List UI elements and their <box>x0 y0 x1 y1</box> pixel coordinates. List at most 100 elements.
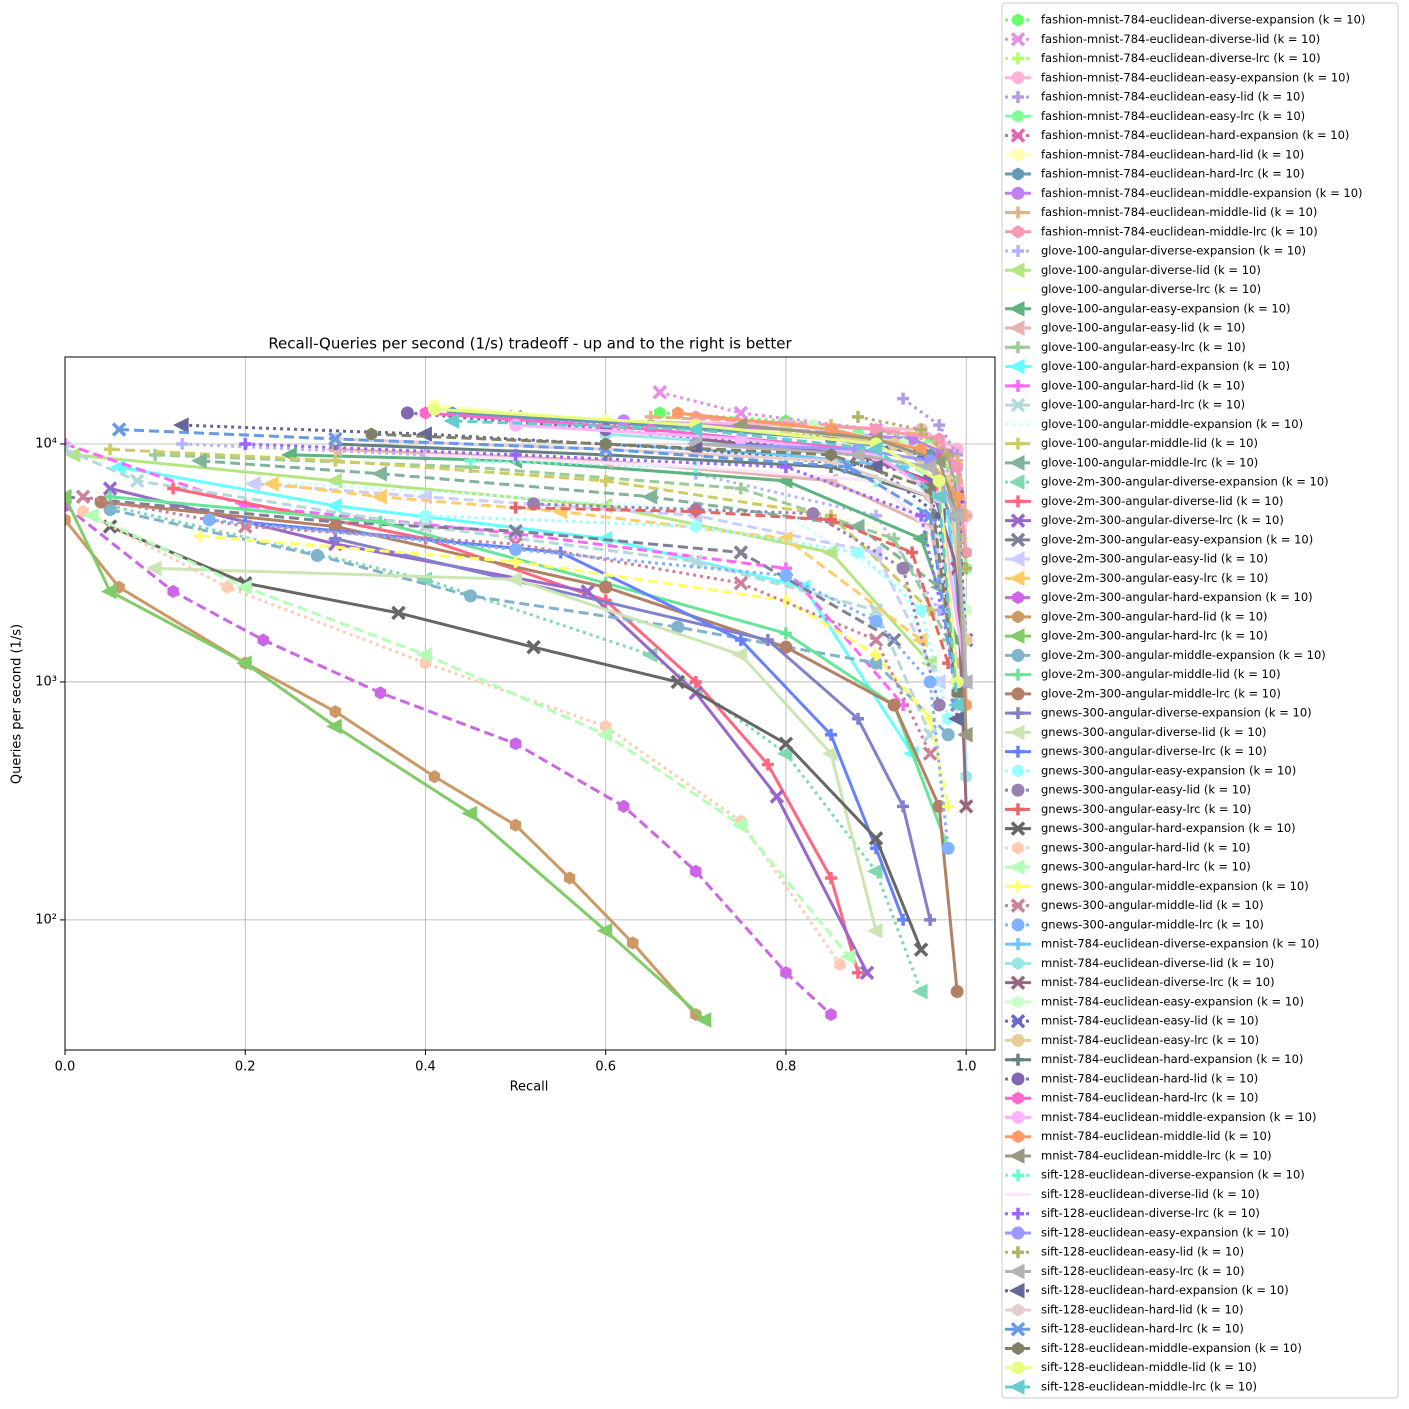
data-point <box>173 417 189 433</box>
legend-marker <box>1012 13 1024 27</box>
data-point <box>326 497 342 514</box>
legend-item: glove-100-angular-hard-expansion (k = 10… <box>1005 358 1290 375</box>
legend-label: sift-128-euclidean-easy-expansion (k = 1… <box>1041 1225 1289 1239</box>
data-point <box>695 1012 712 1028</box>
data-point <box>109 459 126 475</box>
data-point <box>176 437 189 450</box>
legend-marker <box>1011 148 1025 162</box>
legend-label: mnist-784-euclidean-hard-expansion (k = … <box>1041 1052 1303 1066</box>
legend-marker <box>1008 320 1025 336</box>
legend-item: mnist-784-euclidean-diverse-expansion (k… <box>1005 937 1319 951</box>
legend-label: gnews-300-angular-middle-expansion (k = … <box>1041 879 1309 893</box>
legend-label: sift-128-euclidean-hard-lid (k = 10) <box>1041 1302 1244 1316</box>
legend-label: glove-100-angular-diverse-expansion (k =… <box>1041 244 1306 258</box>
legend-item: glove-2m-300-angular-diverse-expansion (… <box>1005 474 1329 490</box>
legend-label: fashion-mnist-784-euclidean-middle-expan… <box>1041 186 1363 200</box>
data-point <box>923 675 937 689</box>
data-point <box>824 513 837 526</box>
legend-label: fashion-mnist-784-euclidean-diverse-lid … <box>1041 32 1320 46</box>
legend-item: fashion-mnist-784-euclidean-diverse-lrc … <box>1005 51 1321 65</box>
x-tick-label: 0.0 <box>55 1060 76 1075</box>
series-line <box>245 520 905 921</box>
data-point <box>958 799 974 814</box>
legend-marker <box>1012 91 1024 104</box>
data-point <box>868 603 884 618</box>
legend-marker <box>1012 745 1024 758</box>
legend-marker <box>1008 1263 1025 1280</box>
data-point <box>419 509 432 523</box>
legend-marker <box>1012 1169 1024 1182</box>
legend-label: gnews-300-angular-middle-lid (k = 10) <box>1041 898 1264 912</box>
legend-marker <box>1012 938 1024 951</box>
data-point <box>866 441 883 458</box>
data-point <box>329 454 342 467</box>
data-point <box>690 519 702 534</box>
legend-marker <box>1008 1282 1025 1299</box>
legend-label: glove-100-angular-middle-lid (k = 10) <box>1041 436 1258 450</box>
legend-marker <box>1008 262 1025 279</box>
legend-label: fashion-mnist-784-euclidean-easy-expansi… <box>1041 70 1350 84</box>
data-point <box>167 482 180 495</box>
series-line <box>91 514 851 958</box>
legend-item: mnist-784-euclidean-hard-lrc (k = 10) <box>1005 1091 1259 1105</box>
data-point <box>245 476 261 492</box>
legend-label: gnews-300-angular-diverse-lid (k = 10) <box>1041 725 1267 739</box>
legend-item: mnist-784-euclidean-easy-lid (k = 10) <box>1005 1014 1259 1029</box>
series-line <box>902 397 968 516</box>
data-point <box>866 863 883 880</box>
data-point <box>644 410 657 423</box>
legend-marker <box>1010 513 1026 528</box>
legend-item: gnews-300-angular-easy-expansion (k = 10… <box>1005 763 1296 778</box>
legend-marker <box>1011 1361 1025 1375</box>
data-point <box>689 505 702 518</box>
data-point <box>734 482 747 495</box>
legend-item: fashion-mnist-784-euclidean-middle-lid (… <box>1005 205 1317 219</box>
data-point <box>825 1008 837 1022</box>
data-point <box>506 571 523 588</box>
data-point <box>508 523 523 539</box>
data-point <box>100 583 117 600</box>
legend-item: gnews-300-angular-hard-lrc (k = 10) <box>1005 859 1251 875</box>
legend-marker <box>1012 995 1024 1009</box>
legend-label: mnist-784-euclidean-middle-lid (k = 10) <box>1041 1129 1271 1143</box>
legend-marker <box>1008 724 1025 741</box>
data-point <box>778 736 794 751</box>
data-point <box>65 488 72 505</box>
legend-item: sift-128-euclidean-hard-expansion (k = 1… <box>1005 1282 1289 1299</box>
legend-item: glove-100-angular-hard-lid (k = 10) <box>1005 378 1245 392</box>
legend-label: glove-2m-300-angular-easy-lrc (k = 10) <box>1041 571 1268 585</box>
data-point <box>776 745 793 762</box>
legend-marker <box>1012 495 1024 508</box>
legend-marker <box>1012 880 1024 893</box>
series-line <box>109 525 923 951</box>
data-point <box>870 648 883 661</box>
legend-item: gnews-300-angular-easy-lrc (k = 10) <box>1005 802 1251 816</box>
legend: fashion-mnist-784-euclidean-diverse-expa… <box>1001 2 1399 1399</box>
data-point <box>731 817 748 834</box>
data-point <box>780 966 792 980</box>
legend-label: gnews-300-angular-easy-expansion (k = 10… <box>1041 763 1296 777</box>
legend-label: glove-100-angular-middle-lrc (k = 10) <box>1041 455 1258 469</box>
legend-marker <box>1012 379 1024 392</box>
legend-marker <box>1012 956 1024 970</box>
data-point <box>428 770 441 784</box>
data-point <box>951 460 963 474</box>
x-axis-label: Recall <box>510 1080 549 1095</box>
data-point <box>328 431 343 447</box>
legend-item: mnist-784-euclidean-easy-expansion (k = … <box>1005 994 1304 1009</box>
series-line <box>254 482 941 683</box>
data-point <box>920 459 937 475</box>
legend-label: sift-128-euclidean-diverse-lrc (k = 10) <box>1041 1206 1260 1220</box>
legend-item: glove-100-angular-hard-lrc (k = 10) <box>1005 398 1245 413</box>
legend-label: glove-2m-300-angular-diverse-expansion (… <box>1041 475 1329 489</box>
legend-item: glove-100-angular-easy-lid (k = 10) <box>1005 320 1245 336</box>
legend-marker <box>1012 437 1024 450</box>
data-point <box>111 422 127 437</box>
legend-marker <box>1010 975 1026 990</box>
data-point <box>237 519 253 534</box>
data-point <box>848 447 865 463</box>
legend-item: fashion-mnist-784-euclidean-hard-expansi… <box>1005 128 1349 143</box>
data-point <box>913 942 929 957</box>
legend-item: glove-100-angular-diverse-expansion (k =… <box>1005 244 1306 258</box>
